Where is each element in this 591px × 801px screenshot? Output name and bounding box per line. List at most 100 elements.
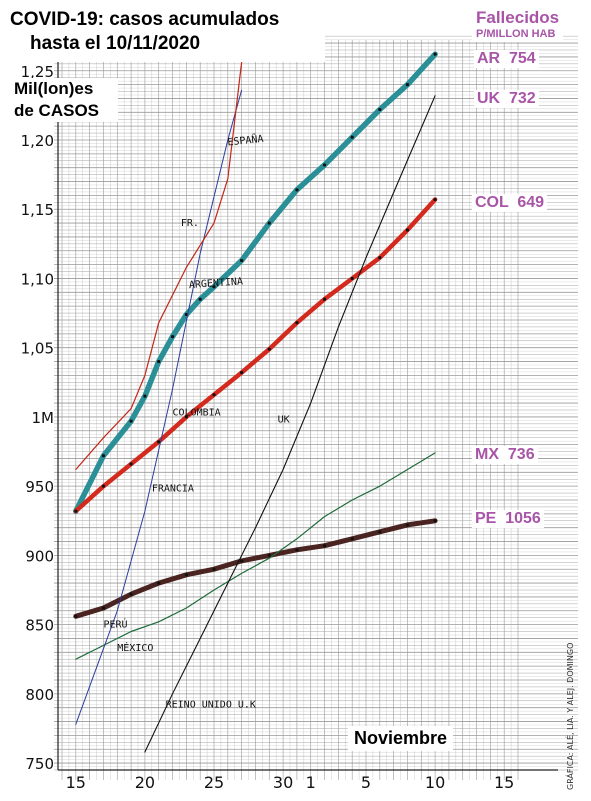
deaths-value: 754 <box>509 50 536 67</box>
data-point-argentina <box>433 52 437 56</box>
credit-text: GRÁFICA: ALÉ, LIA. Y ALEJ. DOMINGO <box>566 642 575 790</box>
deaths-country: MX <box>475 446 499 463</box>
data-point-colombia <box>322 297 327 301</box>
x-tick-label: 15 <box>494 773 514 792</box>
y-tick-label: 1,25 <box>21 63 54 81</box>
data-point-colombia <box>74 509 78 513</box>
deaths-value: 732 <box>509 90 536 107</box>
x-tick-label: 5 <box>361 773 371 792</box>
data-point-argentina <box>129 419 133 423</box>
data-point-peru <box>212 567 216 571</box>
series-line-francia <box>75 89 243 725</box>
data-point-argentina <box>240 258 244 263</box>
deaths-country: AR <box>477 50 501 67</box>
y-axis-label: Mil(lon)es de CASOS <box>14 78 118 122</box>
data-point-peru <box>267 553 271 557</box>
y-tick-label: 900 <box>25 547 54 565</box>
x-tick-label: 10 <box>425 773 445 792</box>
data-point-peru <box>157 581 161 585</box>
deaths-subtitle: P/MILLON HAB <box>476 28 556 40</box>
y-axis-label-line-2: de CASOS <box>14 101 100 120</box>
title-line-2: hasta el 10/11/2020 <box>30 33 201 54</box>
series-layer <box>73 51 438 753</box>
series-line-mexico <box>75 452 436 660</box>
deaths-title: Fallecidos <box>476 8 560 27</box>
data-point-argentina <box>170 335 175 339</box>
series-labels: ARGENTINA COLOMBIA PERÚ MÉXICO REINO UNIDO U… <box>103 132 289 711</box>
deaths-header: Fallecidos P/MILLON HAB <box>472 6 564 42</box>
series-label-argentina: ARGENTINA <box>189 276 244 291</box>
y-tick-label: 1,20 <box>21 132 54 150</box>
title-line-1: COVID-19: casos acumulados <box>10 9 280 30</box>
y-tick-label: 1,15 <box>21 201 54 219</box>
y-tick-label: 950 <box>25 478 54 496</box>
data-point-argentina <box>322 163 327 167</box>
data-point-peru <box>295 548 299 552</box>
deaths-col: COL 649 <box>472 194 548 212</box>
data-point-colombia <box>212 393 216 397</box>
deaths-country: UK <box>477 90 501 107</box>
deaths-value: 736 <box>507 446 535 463</box>
y-tick-label: 850 <box>25 617 54 635</box>
data-point-argentina <box>143 394 147 398</box>
data-point-peru <box>101 606 106 610</box>
x-tick-label: 25 <box>204 773 224 792</box>
data-point-peru <box>378 530 382 534</box>
series-label-colombia: COLOMBIA <box>173 408 221 419</box>
data-point-argentina <box>405 83 410 87</box>
data-point-colombia <box>295 321 299 325</box>
data-point-peru <box>74 614 78 618</box>
data-point-argentina <box>157 359 161 364</box>
series-label-reino-unido-u-k: REINO UNIDO U.K <box>166 700 256 711</box>
data-point-argentina <box>350 135 354 139</box>
y-tick-label: 1,05 <box>21 340 54 358</box>
data-point-colombia <box>267 347 271 351</box>
series-line-colombia <box>73 197 438 514</box>
deaths-ar: AR 754 <box>474 50 539 68</box>
deaths-value: 649 <box>517 194 545 211</box>
grid <box>54 35 578 780</box>
data-point-colombia <box>433 197 437 202</box>
y-axis-label-line-1: Mil(lon)es <box>14 79 94 98</box>
deaths-country: PE <box>475 510 497 527</box>
series-label-francia: FRANCIA <box>152 484 194 495</box>
y-tick-label: 800 <box>25 686 54 704</box>
data-point-argentina <box>212 285 216 289</box>
series-label-fr-short: FR. <box>181 218 199 229</box>
data-point-argentina <box>378 107 382 112</box>
data-point-colombia <box>350 276 354 281</box>
x-axis-month-label: Noviembre <box>348 726 454 751</box>
y-tick-label: 1,10 <box>21 270 54 288</box>
x-tick-label: 15 <box>66 773 86 792</box>
series-line-reino-unido-u-k <box>144 95 436 753</box>
series-label-espana: ESPAÑA <box>227 132 264 149</box>
deaths-mx: MX 736 <box>472 446 538 464</box>
chart-title: COVID-19: casos acumulados hasta el 10/1… <box>10 8 325 62</box>
data-point-peru <box>405 523 410 527</box>
x-tick-label: 20 <box>135 773 155 792</box>
data-point-colombia <box>101 484 106 488</box>
series-label-mexico: MÉXICO <box>117 641 153 654</box>
deaths-country: COL <box>475 194 509 211</box>
x-tick-label: 30 <box>273 773 293 792</box>
data-point-peru <box>433 519 437 523</box>
data-point-colombia <box>240 371 244 375</box>
data-point-colombia <box>157 440 161 444</box>
data-point-peru <box>350 537 354 541</box>
series-line-peru <box>73 518 438 619</box>
series-label-peru: PERÚ <box>103 617 127 630</box>
y-tick-label: 750 <box>25 755 54 773</box>
data-point-argentina <box>198 297 202 301</box>
data-point-peru <box>240 559 244 563</box>
data-point-argentina <box>295 188 299 192</box>
deaths-pe: PE 1056 <box>472 510 544 528</box>
x-tick-label: 1 <box>306 773 316 792</box>
series-line-espana <box>75 61 243 471</box>
deaths-value: 1056 <box>505 510 541 527</box>
data-point-colombia <box>405 228 410 232</box>
data-point-colombia <box>129 462 133 466</box>
data-point-argentina <box>267 221 271 225</box>
data-point-peru <box>322 544 327 548</box>
series-label-uk-short: UK <box>278 414 290 425</box>
